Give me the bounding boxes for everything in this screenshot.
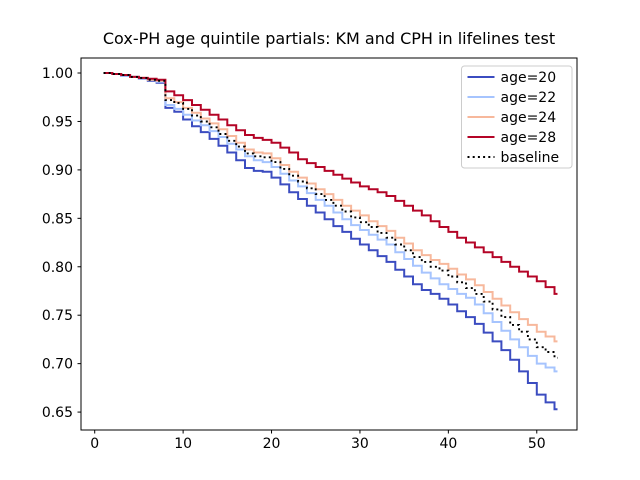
series-line-baseline bbox=[103, 72, 558, 359]
legend-label: baseline bbox=[501, 150, 560, 166]
series-line-age-22 bbox=[103, 72, 558, 373]
y-tick-label: 0.75 bbox=[42, 308, 73, 324]
x-tick-label: 30 bbox=[351, 436, 369, 452]
y-tick-label: 1.00 bbox=[42, 66, 73, 82]
y-tick-label: 0.70 bbox=[42, 357, 73, 373]
plot-area bbox=[80, 57, 578, 431]
y-tick-label: 0.65 bbox=[42, 405, 73, 421]
x-tick-label: 10 bbox=[174, 436, 192, 452]
x-tick-label: 0 bbox=[90, 436, 99, 452]
series-line-age-28 bbox=[103, 72, 558, 295]
y-tick-label: 0.95 bbox=[42, 114, 73, 130]
legend-box bbox=[461, 65, 573, 169]
y-tick-label: 0.90 bbox=[42, 163, 73, 179]
legend-label: age=22 bbox=[501, 90, 557, 106]
y-tick-label: 0.80 bbox=[42, 260, 73, 276]
legend-label: age=24 bbox=[501, 110, 557, 126]
chart-title: Cox-PH age quintile partials: KM and CPH… bbox=[103, 29, 555, 48]
x-tick-label: 40 bbox=[439, 436, 457, 452]
x-tick-label: 20 bbox=[263, 436, 281, 452]
x-tick-label: 50 bbox=[528, 436, 546, 452]
legend-label: age=20 bbox=[501, 70, 557, 86]
legend-label: age=28 bbox=[501, 130, 557, 146]
y-tick-label: 0.85 bbox=[42, 211, 73, 227]
